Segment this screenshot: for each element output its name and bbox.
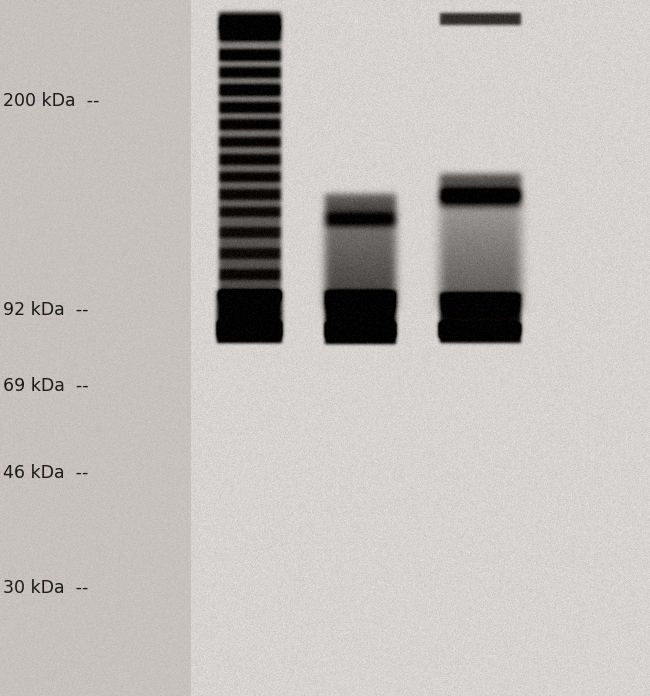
Text: 69 kDa  --: 69 kDa --	[3, 377, 89, 395]
Text: 92 kDa  --: 92 kDa --	[3, 301, 89, 319]
Text: 200 kDa  --: 200 kDa --	[3, 92, 99, 110]
Text: 46 kDa  --: 46 kDa --	[3, 464, 88, 482]
Text: 30 kDa  --: 30 kDa --	[3, 579, 88, 597]
